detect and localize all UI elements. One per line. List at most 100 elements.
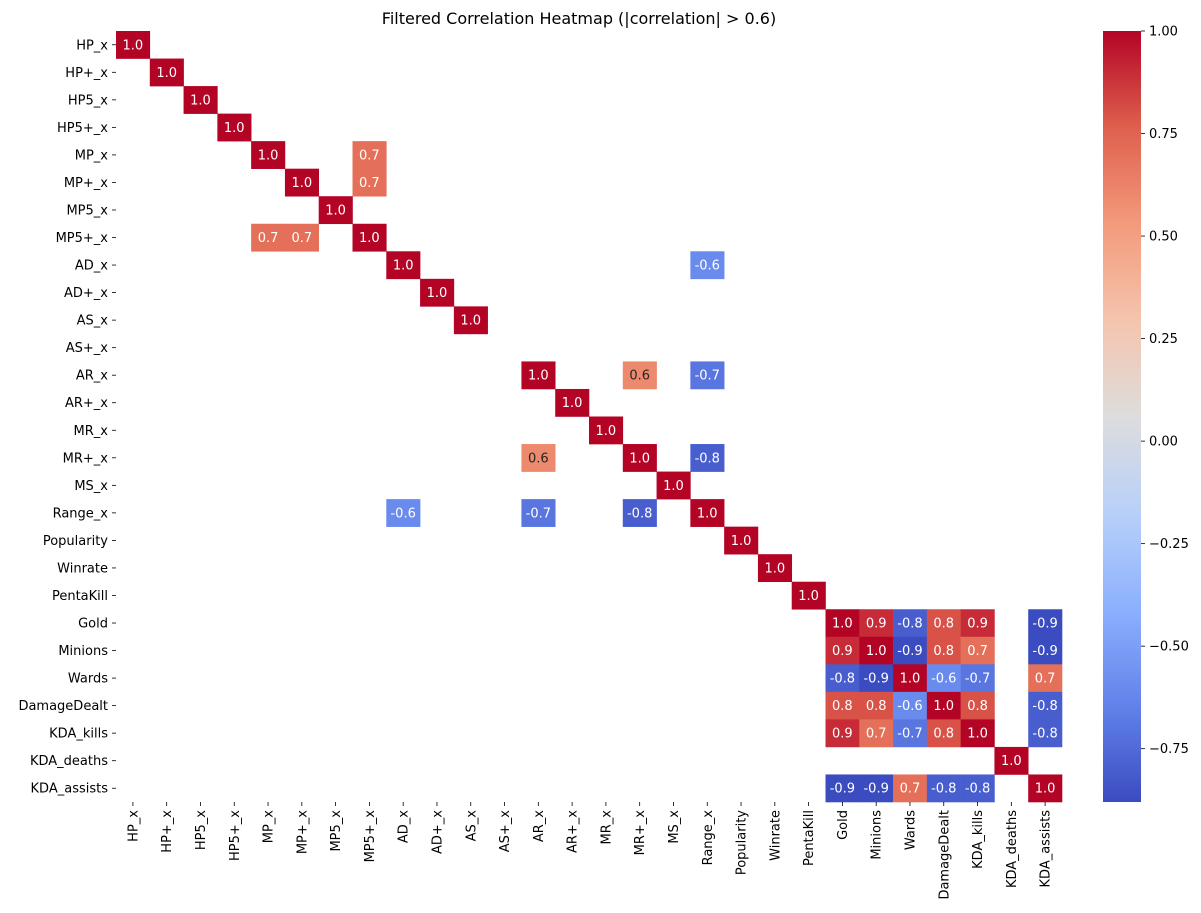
heatmap-cell-range-x-ad-x	[386, 499, 421, 527]
cell-value-label: 0.9	[967, 617, 988, 632]
cell-value-label: 0.7	[900, 782, 921, 797]
heatmap-cell-kda-assists-gold	[825, 774, 860, 803]
cell-value-label: -0.6	[897, 699, 922, 714]
cell-value-label: 1.0	[663, 479, 684, 494]
cell-value-label: 1.0	[596, 424, 617, 439]
heatmap-cell-gold-kda-kills	[960, 609, 995, 638]
cell-value-label: 1.0	[832, 617, 853, 632]
heatmap-cell-adplus-x-adplus-x	[420, 278, 455, 307]
row-tick-label: AS+_x	[66, 341, 109, 356]
row-tick-label: Winrate	[57, 561, 108, 576]
cell-value-label: -0.9	[897, 644, 922, 659]
heatmap-cell-kda-kills-wards	[893, 719, 928, 748]
row-tick-label: AD+_x	[64, 286, 108, 301]
column-tick-label: HP_x	[126, 810, 141, 842]
heatmap-cell-wards-wards	[893, 664, 928, 693]
heatmap-cell-range-x-range-x	[690, 499, 725, 527]
row-tick-label: MR_x	[74, 424, 109, 439]
heatmap-cell-ar-x-ar-x	[521, 361, 556, 390]
column-tick-label: HP5_x	[194, 810, 209, 850]
cell-value-label: 0.7	[258, 231, 279, 246]
cell-value-label: 1.0	[393, 259, 414, 274]
colorbar-tick-label: 0.00	[1149, 435, 1178, 450]
cell-value-label: 1.0	[460, 314, 481, 329]
heatmap-cell-range-x-ar-x	[521, 499, 556, 527]
column-tick-label: MP5_x	[329, 810, 344, 852]
column-tick-label: MR+_x	[633, 810, 648, 856]
cell-value-label: 0.8	[832, 699, 853, 714]
heatmap-cell-wards-kda-assists	[1028, 664, 1063, 693]
heatmap-cell-kda-assists-minions	[859, 774, 894, 803]
colorbar-tick-label: −0.50	[1149, 640, 1189, 655]
cell-value-label: 0.8	[933, 617, 954, 632]
cell-value-label: -0.8	[897, 617, 922, 632]
cell-value-label: 1.0	[697, 506, 718, 521]
heatmap-cell-mpplus-x-mp5plus-x	[352, 168, 387, 197]
row-tick-label: Gold	[78, 617, 108, 632]
cell-value-label: -0.9	[830, 782, 855, 797]
heatmap-cell-hp5plus-x-hp5plus-x	[217, 113, 252, 142]
chart-title: Filtered Correlation Heatmap (|correlati…	[382, 9, 776, 28]
column-tick-label: AR+_x	[566, 810, 581, 853]
heatmap-cell-wards-gold	[825, 664, 860, 693]
cell-value-label: 1.0	[258, 148, 279, 163]
column-tick-label: AR_x	[532, 810, 547, 842]
heatmap-cell-wards-minions	[859, 664, 894, 693]
cell-value-label: -0.6	[695, 259, 720, 274]
colorbar-tick-label: 0.75	[1149, 127, 1178, 142]
heatmap-cell-mrplus-x-ar-x	[521, 444, 556, 472]
heatmap-cell-damagedealt-minions	[859, 691, 894, 720]
cell-value-label: -0.7	[897, 727, 922, 742]
column-tick-label: MR_x	[599, 810, 614, 845]
row-tick-label: KDA_kills	[49, 727, 108, 742]
heatmap-cell-mp-x-mp5plus-x	[352, 141, 387, 169]
heatmap-cell-mp5plus-x-mp-x	[251, 223, 286, 252]
heatmap-cell-mpplus-x-mpplus-x	[284, 168, 320, 197]
column-tick-label: HP5+_x	[228, 810, 243, 861]
row-tick-label: MP5_x	[66, 203, 108, 218]
column-tick-label: AS+_x	[498, 810, 513, 853]
cell-value-label: 1.0	[562, 396, 583, 411]
cell-value-label: -0.9	[1032, 644, 1057, 659]
cell-value-label: -0.6	[931, 672, 956, 687]
heatmap-cell-kda-kills-minions	[859, 719, 894, 748]
heatmap-cell-mrplus-x-range-x	[690, 444, 725, 472]
column-tick-label: HP+_x	[160, 810, 175, 853]
cell-value-label: 1.0	[291, 176, 312, 191]
colorbar-tick-label: −0.25	[1149, 537, 1189, 552]
column-tick-label: KDA_assists	[1039, 810, 1054, 888]
column-tick-label: Minions	[870, 810, 885, 860]
heatmap-cell-gold-damagedealt	[926, 609, 961, 638]
heatmap-cell-damagedealt-kda-kills	[960, 691, 995, 720]
heatmap-cell-gold-wards	[893, 609, 928, 638]
cell-value-label: 1.0	[798, 589, 819, 604]
cell-value-label: 1.0	[427, 286, 448, 301]
column-tick-label: DamageDealt	[937, 810, 952, 900]
cell-value-label: 0.8	[933, 727, 954, 742]
colorbar-tick-label: 1.00	[1149, 25, 1178, 40]
row-tick-label: MS_x	[74, 479, 108, 494]
row-tick-label: MP+_x	[64, 176, 108, 191]
column-tick-label: Winrate	[768, 810, 783, 861]
row-tick-label: AR_x	[76, 369, 108, 384]
heatmap-cell-as-x-as-x	[453, 306, 488, 335]
row-tick-label: AD_x	[75, 259, 108, 274]
heatmap-cell-mp5-x-mp5-x	[318, 196, 353, 225]
column-tick-label: MP_x	[262, 810, 277, 844]
heatmap-cell-hp-x-hp-x	[116, 31, 151, 59]
heatmap-cell-ad-x-ad-x	[386, 251, 421, 280]
row-tick-label: HP5_x	[68, 93, 108, 108]
heatmap-cells: 1.0 1.0 1.0 1.0 1.0 0.7 1.0 0.7 1.0 0.7 0.7 1.0 1.0 -…	[116, 31, 1063, 803]
cell-value-label: 0.7	[1035, 672, 1056, 687]
row-tick-label: AR+_x	[65, 396, 108, 411]
heatmap-cell-mrplus-x-mrplus-x	[622, 444, 657, 472]
heatmap-cell-kda-kills-damagedealt	[926, 719, 961, 748]
cell-value-label: 0.7	[359, 176, 380, 191]
heatmap-cell-ms-x-ms-x	[656, 471, 691, 500]
column-tick-label: Range_x	[701, 810, 716, 866]
heatmap-cell-kda-kills-kda-assists	[1028, 719, 1063, 748]
heatmap-cell-gold-kda-assists	[1028, 609, 1063, 638]
column-tick-label: PentaKill	[802, 810, 817, 866]
cell-value-label: 1.0	[1001, 754, 1022, 769]
